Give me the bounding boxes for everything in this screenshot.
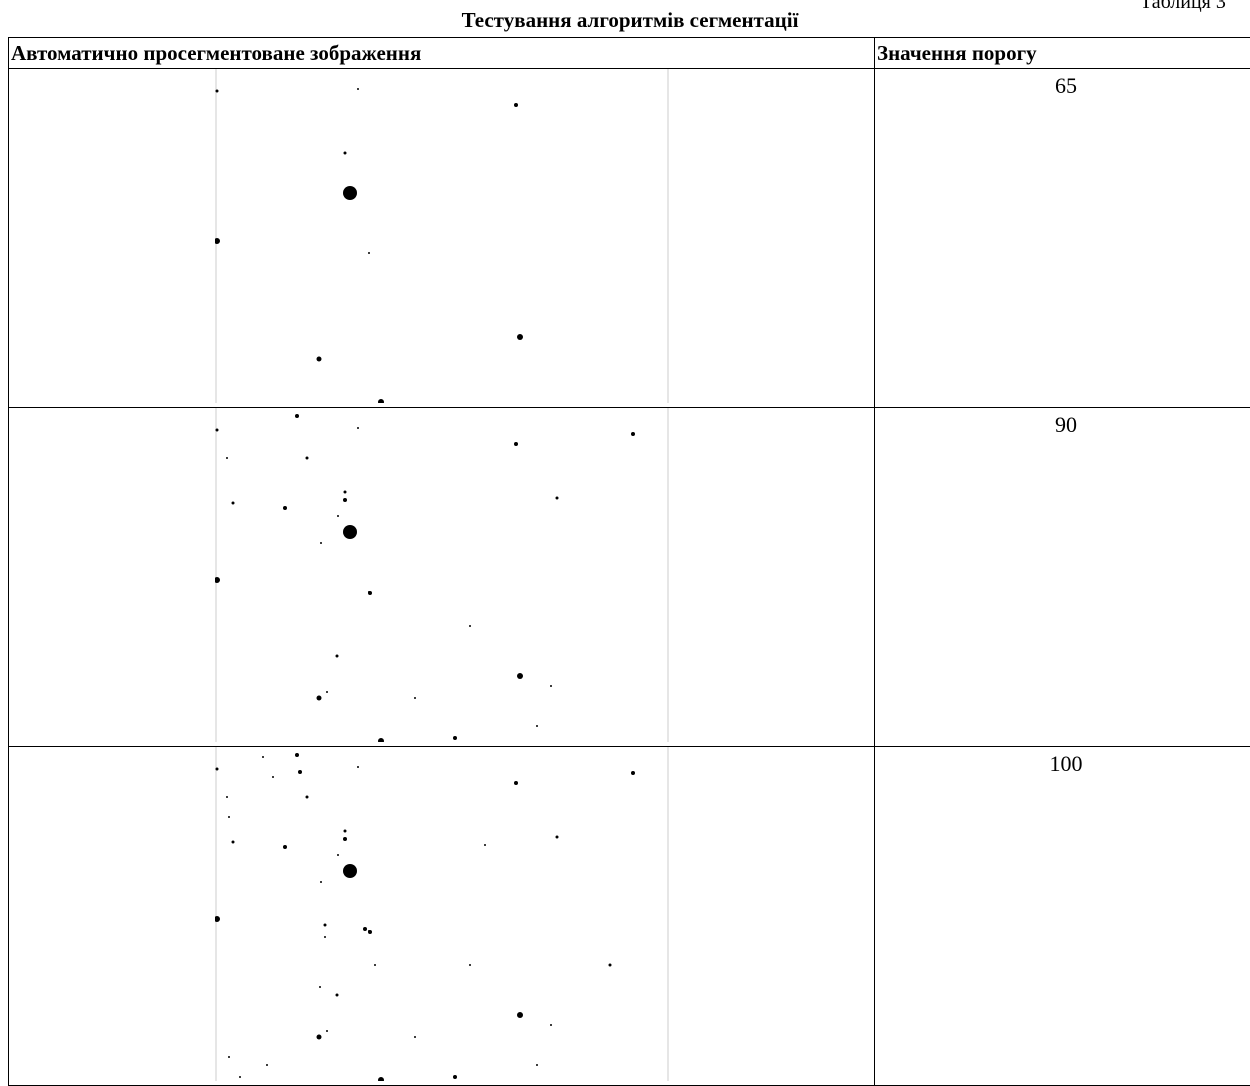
table-title: Тестування алгоритмів сегментації xyxy=(0,8,1250,32)
speck xyxy=(215,916,220,922)
speck xyxy=(324,924,327,927)
results-table: Автоматично просегментоване зображення З… xyxy=(8,37,1250,1086)
header-row: Автоматично просегментоване зображення З… xyxy=(9,38,1250,69)
speck xyxy=(298,770,302,774)
speck xyxy=(337,515,339,517)
speck xyxy=(344,830,347,833)
speck xyxy=(232,502,235,505)
speck xyxy=(226,796,228,798)
speck xyxy=(517,334,523,340)
speck xyxy=(378,738,384,742)
header-cell: Значення порогу xyxy=(875,38,1250,69)
speck xyxy=(216,429,219,432)
speck xyxy=(357,427,359,429)
speck xyxy=(262,756,264,758)
speck xyxy=(343,837,347,841)
speck xyxy=(266,1064,268,1066)
table-row: 90 xyxy=(9,408,1250,747)
speck xyxy=(368,930,372,934)
page: Таблиця 3 Тестування алгоритмів сегмента… xyxy=(0,0,1250,1072)
speck xyxy=(484,844,486,846)
speck xyxy=(226,457,228,459)
speck xyxy=(344,152,347,155)
speck xyxy=(326,691,328,693)
speck xyxy=(216,90,219,93)
speck xyxy=(295,414,299,418)
speck xyxy=(378,399,384,403)
speck xyxy=(317,1035,322,1040)
speck xyxy=(374,964,376,966)
speck xyxy=(414,697,416,699)
speck xyxy=(357,88,359,90)
speck xyxy=(556,497,559,500)
speck xyxy=(215,238,220,244)
speck xyxy=(295,753,299,757)
threshold-cell: 100 xyxy=(875,747,1250,1086)
speck xyxy=(337,854,339,856)
table-row: 65 xyxy=(9,69,1250,408)
speck xyxy=(517,673,523,679)
speck xyxy=(368,252,370,254)
speck xyxy=(283,845,287,849)
speck xyxy=(306,796,309,799)
speck xyxy=(336,994,339,997)
speck xyxy=(514,103,518,107)
speck xyxy=(317,696,322,701)
speck xyxy=(283,506,287,510)
speck xyxy=(320,542,322,544)
speck xyxy=(556,836,559,839)
speck xyxy=(414,1036,416,1038)
speck xyxy=(453,1075,457,1079)
speck xyxy=(536,1064,538,1066)
speck xyxy=(343,186,357,200)
threshold-cell: 90 xyxy=(875,408,1250,747)
segmented-image xyxy=(215,747,670,1081)
speck xyxy=(550,1024,552,1026)
speck xyxy=(320,881,322,883)
segmented-image xyxy=(215,408,670,742)
speck xyxy=(343,525,357,539)
speck xyxy=(326,1030,328,1032)
speck xyxy=(343,864,357,878)
speck xyxy=(232,841,235,844)
speck xyxy=(631,432,635,436)
speck xyxy=(514,442,518,446)
speck xyxy=(324,936,326,938)
speck xyxy=(228,816,230,818)
speck xyxy=(363,927,367,931)
speck xyxy=(319,986,321,988)
speck xyxy=(631,771,635,775)
speck xyxy=(550,685,552,687)
image-cell xyxy=(9,747,875,1086)
header-cell: Автоматично просегментоване зображення xyxy=(9,38,875,69)
speck xyxy=(469,964,471,966)
image-cell xyxy=(9,69,875,408)
speck xyxy=(609,964,612,967)
speck xyxy=(306,457,309,460)
speck xyxy=(517,1012,523,1018)
threshold-cell: 65 xyxy=(875,69,1250,408)
speck xyxy=(469,625,471,627)
speck xyxy=(239,1076,241,1078)
image-cell xyxy=(9,408,875,747)
speck xyxy=(216,768,219,771)
speck xyxy=(272,776,274,778)
segmented-image xyxy=(215,69,670,403)
speck xyxy=(336,655,339,658)
table-row: 100 xyxy=(9,747,1250,1086)
speck xyxy=(215,577,220,583)
speck xyxy=(536,725,538,727)
speck xyxy=(378,1077,384,1081)
speck xyxy=(343,498,347,502)
speck xyxy=(514,781,518,785)
speck xyxy=(357,766,359,768)
speck xyxy=(368,591,372,595)
speck xyxy=(453,736,457,740)
speck xyxy=(317,357,322,362)
speck xyxy=(228,1056,230,1058)
speck xyxy=(344,491,347,494)
